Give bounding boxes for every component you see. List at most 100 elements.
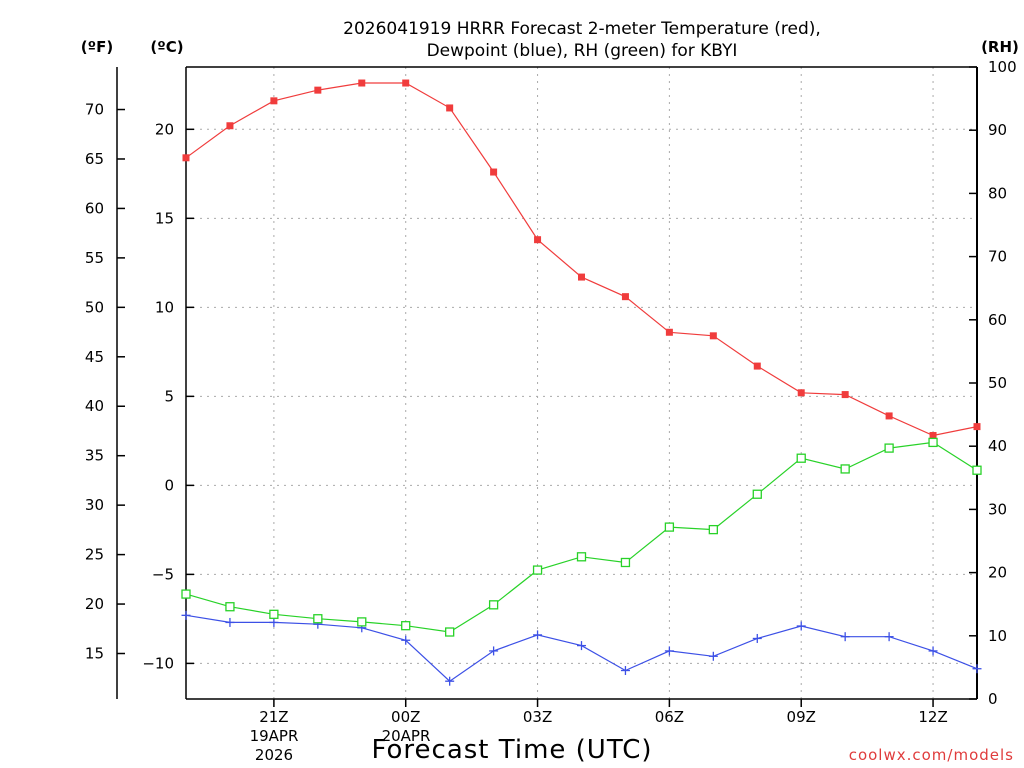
chart-title-line1: 2026041919 HRRR Forecast 2-meter Tempera… [343, 19, 821, 39]
celsius-tick-label: 15 [155, 209, 174, 227]
rh-point [357, 617, 367, 627]
rh-point [401, 621, 411, 631]
dewpoint-point [796, 621, 806, 631]
fahrenheit-tick-label: 45 [85, 348, 104, 366]
rh-tick-label: 30 [988, 500, 1007, 518]
fahrenheit-tick-label: 35 [85, 447, 104, 465]
celsius-tick-label: 0 [164, 476, 174, 494]
dewpoint-point [489, 646, 499, 656]
fahrenheit-tick-label: 30 [85, 496, 104, 514]
temperature-point [753, 362, 761, 370]
rh-point [225, 602, 235, 612]
dewpoint-point [401, 635, 411, 645]
rh-point [972, 465, 982, 475]
temperature-point [797, 389, 805, 397]
fahrenheit-tick-label: 65 [85, 150, 104, 168]
rh-point [532, 565, 543, 575]
fahrenheit-tick-label: 15 [85, 645, 104, 663]
plot-frame [185, 66, 978, 700]
fahrenheit-tick-label: 55 [85, 249, 104, 267]
date-label-day1: 19APR [250, 727, 299, 745]
rh-point [752, 489, 762, 499]
dewpoint-point [840, 632, 850, 642]
dewpoint-point [181, 610, 191, 620]
series-layer [181, 79, 982, 686]
dewpoint-point [708, 651, 718, 661]
dewpoint-point [445, 676, 455, 686]
rh-tick-label: 20 [988, 564, 1007, 582]
celsius-tick-label: −5 [152, 565, 174, 583]
rh-axis: 0 10 20 30 40 50 60 70 80 90 100 [969, 58, 1017, 708]
rh-point [928, 437, 938, 448]
rh-tick-label: 60 [988, 311, 1007, 329]
fahrenheit-tick-label: 40 [85, 397, 104, 415]
rh-tick-label: 0 [988, 690, 998, 708]
x-tick-label: 03Z [523, 708, 552, 726]
fahrenheit-tick-label: 60 [85, 199, 104, 217]
x-tick-label: 09Z [787, 708, 816, 726]
celsius-axis: −10 −5 0 5 10 15 20 [142, 120, 194, 672]
grid-lines [186, 67, 977, 699]
dewpoint-point [664, 646, 674, 656]
rh-point [488, 600, 499, 610]
rh-point [576, 552, 587, 562]
dewpoint-point [752, 633, 762, 643]
x-tick-label: 21Z [259, 708, 288, 726]
rh-point [181, 589, 191, 599]
dewpoint-point [225, 617, 235, 627]
temperature-point [578, 273, 585, 281]
rh-point [445, 627, 455, 637]
fahrenheit-tick-label: 25 [85, 546, 104, 564]
temperature-point [490, 168, 498, 176]
rh-tick-label: 80 [988, 184, 1007, 202]
date-label-year: 2026 [255, 746, 293, 764]
x-tick-label: 00Z [391, 708, 420, 726]
dewpoint-point [928, 646, 938, 656]
rh-point [796, 453, 806, 463]
rh-point [620, 557, 631, 568]
rh-tick-label: 90 [988, 121, 1007, 139]
temperature-point [182, 154, 190, 162]
dewpoint-point [533, 630, 543, 640]
celsius-tick-label: 10 [155, 298, 174, 316]
rh-point [313, 614, 323, 624]
x-axis-label: Forecast Time (UTC) [371, 735, 652, 765]
temperature-point [402, 79, 410, 87]
rh-tick-label: 50 [988, 374, 1007, 392]
fahrenheit-tick-label: 70 [85, 101, 104, 119]
rh-tick-label: 40 [988, 437, 1007, 455]
rh-point [664, 522, 675, 532]
temperature-point [270, 97, 278, 105]
temperature-point [885, 412, 893, 420]
celsius-tick-label: −10 [142, 654, 174, 672]
fahrenheit-unit-label: (ºF) [81, 38, 113, 56]
temperature-point [226, 122, 234, 130]
time-axis: 21Z 00Z 03Z 06Z 09Z 12Z [259, 699, 948, 726]
rh-unit-label: (RH) [981, 38, 1019, 56]
rh-series-line [185, 441, 978, 633]
celsius-unit-label: (ºC) [150, 38, 183, 56]
date-label-day2: 20APR [382, 727, 431, 745]
temperature-point [314, 86, 322, 94]
dewpoint-point [884, 632, 894, 642]
celsius-tick-label: 5 [164, 387, 174, 405]
x-tick-label: 06Z [655, 708, 684, 726]
celsius-tick-label: 20 [155, 120, 174, 138]
dewpoint-point [577, 641, 586, 651]
temperature-point [534, 236, 542, 244]
temperature-series-line [185, 82, 978, 437]
fahrenheit-tick-label: 20 [85, 595, 104, 613]
rh-tick-label: 100 [988, 58, 1017, 76]
rh-point [269, 609, 279, 619]
temperature-point [665, 328, 673, 336]
temperature-point [621, 293, 629, 301]
credit-text: coolwx.com/models [849, 746, 1014, 764]
temperature-point [446, 104, 454, 112]
fahrenheit-axis: 15 20 25 30 35 40 45 50 55 60 65 70 [85, 67, 125, 699]
rh-point [884, 443, 894, 453]
rh-tick-label: 70 [988, 248, 1007, 266]
fahrenheit-tick-label: 50 [85, 298, 104, 316]
rh-point [708, 524, 718, 535]
dewpoint-point [269, 617, 279, 627]
